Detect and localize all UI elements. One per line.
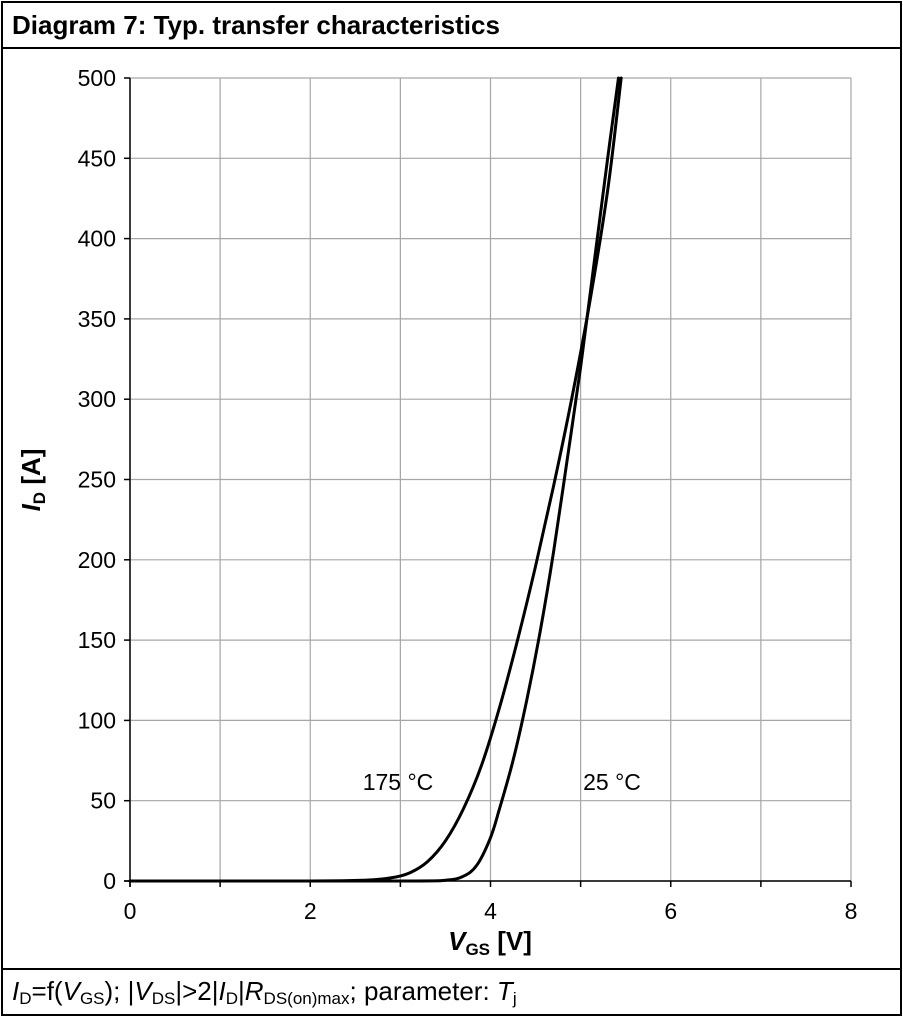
x-tick-label: 8 <box>845 898 858 924</box>
y-axis-label-main: I <box>16 503 46 511</box>
series-label-25c: 25 °C <box>583 769 641 795</box>
chart-title: Diagram 7: Typ. transfer characteristics <box>12 10 500 40</box>
caption-mid2: |>2| <box>175 976 219 1006</box>
series-lines <box>128 76 623 883</box>
grid <box>129 77 852 882</box>
caption-vds-sub: DS <box>151 989 176 1008</box>
caption-tj-sub: j <box>512 989 517 1008</box>
y-axis-label: ID [A] <box>16 449 49 512</box>
y-axis-label-sub: D <box>30 492 49 504</box>
caption-id2: I <box>218 976 226 1006</box>
caption-id2-sub: D <box>225 989 238 1008</box>
y-tick-label: 200 <box>78 547 116 573</box>
x-tick-label: 6 <box>664 898 677 924</box>
x-tick-label: 2 <box>304 898 317 924</box>
series-line-25c <box>128 76 620 883</box>
y-tick-label: 350 <box>78 306 116 332</box>
y-tick-label: 150 <box>78 627 116 653</box>
y-axis-label-unit: [A] <box>16 449 46 492</box>
caption-r-sub: DS(on)max <box>263 989 350 1008</box>
caption-tj: T <box>496 976 513 1006</box>
series-label-175c: 175 °C <box>363 769 434 795</box>
y-tick-label: 500 <box>78 65 116 91</box>
axes <box>124 77 852 887</box>
tick-labels: 0 50 100 150 200 250 300 350 400 450 500 0 2 4 6 8 <box>78 65 858 924</box>
y-tick-label: 0 <box>103 868 116 894</box>
x-axis-label-sub: GS <box>465 940 490 959</box>
y-tick-label: 50 <box>90 788 116 814</box>
caption-mid1: ); | <box>104 976 135 1006</box>
caption-id: I <box>12 976 20 1006</box>
y-tick-label: 100 <box>78 707 116 733</box>
y-tick-label: 400 <box>78 226 116 252</box>
caption-vgs: V <box>62 976 80 1006</box>
footer-bar: ID=f(VGS); |VDS|>2|ID|RDS(on)max; parame… <box>3 968 900 1014</box>
y-tick-label: 300 <box>78 386 116 412</box>
caption-eq: =f( <box>31 976 63 1006</box>
caption-vds: V <box>134 976 152 1006</box>
caption-mid3: | <box>238 976 245 1006</box>
x-axis-label: VGS [V] <box>448 926 532 959</box>
x-axis-label-main: V <box>448 926 468 956</box>
x-tick-label: 4 <box>484 898 497 924</box>
caption-r: R <box>244 976 264 1006</box>
y-tick-label: 450 <box>78 145 116 171</box>
x-tick-label: 0 <box>124 898 137 924</box>
title-bar: Diagram 7: Typ. transfer characteristics <box>3 3 900 49</box>
caption-id-sub: D <box>19 989 32 1008</box>
y-tick-label: 250 <box>78 467 116 493</box>
caption-vgs-sub: GS <box>79 989 105 1008</box>
chart-caption: ID=f(VGS); |VDS|>2|ID|RDS(on)max; parame… <box>12 976 517 1009</box>
x-axis-label-unit: [V] <box>490 926 532 956</box>
caption-mid4: ; parameter: <box>349 976 497 1006</box>
